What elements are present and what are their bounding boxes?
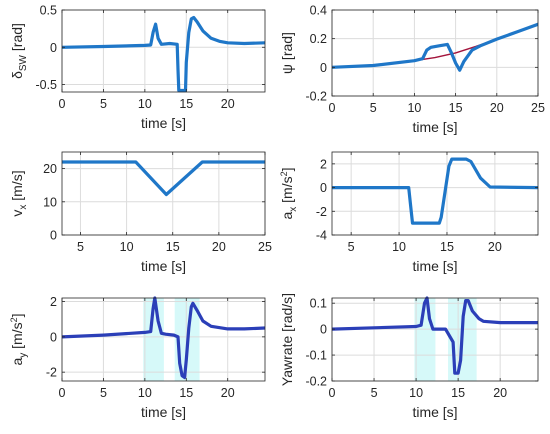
y-tick-label: -4 — [316, 229, 327, 243]
x-tick-label: 20 — [221, 97, 235, 111]
x-tick-label: 15 — [451, 386, 465, 400]
x-tick-label: 0 — [329, 386, 336, 400]
y-tick-label: -0.1 — [305, 349, 327, 363]
x-tick-label: 5 — [100, 386, 107, 400]
y-axis-label: δSW [rad] — [9, 23, 29, 79]
x-axis-label: time [s] — [141, 258, 186, 274]
y-axis-label: Yawrate [rad/s] — [279, 293, 295, 386]
y-tick-label: 10 — [43, 195, 57, 209]
series-line-0 — [62, 296, 265, 380]
x-tick-label: 15 — [179, 97, 193, 111]
chart-panel-ax: 5 10 15 20 -4 -2 0 2 time [s] ax [m/s2] — [279, 151, 539, 274]
y-tick-label: 2 — [320, 157, 327, 171]
axes-box — [61, 297, 266, 382]
x-tick-label: 5 — [370, 101, 377, 115]
chart-panel-yawrate: 0 5 10 15 20 -0.2 -0.1 0 0.1 time [s] Yawrate [rad… — [279, 293, 539, 420]
x-tick-label: 20 — [488, 240, 502, 254]
y-tick-label: 0 — [50, 330, 57, 344]
axes-box — [331, 297, 539, 382]
x-tick-label: 10 — [392, 240, 406, 254]
y-axis-label: ay [m/s2] — [9, 313, 29, 365]
x-tick-label: 20 — [493, 386, 507, 400]
x-tick-label: 0 — [59, 386, 66, 400]
x-tick-label: 20 — [221, 386, 235, 400]
x-axis-label: time [s] — [412, 404, 457, 420]
series-line-0 — [332, 296, 538, 375]
y-tick-label: 0.5 — [40, 4, 57, 18]
series-line-0 — [62, 160, 265, 197]
x-axis-label: time [s] — [141, 404, 186, 420]
x-tick-label: 5 — [77, 240, 84, 254]
x-tick-label: 10 — [407, 101, 421, 115]
axes-box — [61, 151, 266, 236]
x-tick-label: 25 — [258, 240, 272, 254]
x-tick-label: 20 — [490, 101, 504, 115]
plot-area — [332, 10, 538, 96]
y-tick-label: 0.4 — [310, 4, 327, 18]
y-tick-label: 0.1 — [310, 297, 327, 311]
x-tick-label: 20 — [212, 240, 226, 254]
x-tick-label: 15 — [440, 240, 454, 254]
series-line-0 — [332, 157, 538, 225]
y-tick-label: -2 — [46, 366, 57, 380]
y-axis-label: vx [m/s] — [9, 170, 29, 216]
axes-box — [61, 9, 266, 93]
y-axis-label: ψ [rad] — [279, 32, 295, 74]
y-tick-label: 0 — [320, 61, 327, 75]
y-tick-label: -0.5 — [35, 78, 57, 92]
x-tick-label: 0 — [59, 97, 66, 111]
axes-box — [331, 9, 539, 97]
x-tick-label: 15 — [449, 101, 463, 115]
plot-area — [62, 10, 265, 92]
y-tick-label: 0 — [320, 181, 327, 195]
x-tick-label: 5 — [371, 386, 378, 400]
y-tick-label: 0 — [50, 229, 57, 243]
x-tick-label: 10 — [138, 386, 152, 400]
plot-area — [332, 152, 538, 235]
y-tick-label: 0 — [50, 41, 57, 55]
x-tick-label: 0 — [329, 101, 336, 115]
y-tick-label: -0.2 — [305, 375, 327, 389]
x-axis-label: time [s] — [141, 115, 186, 131]
y-tick-label: -2 — [316, 205, 327, 219]
x-tick-label: 10 — [409, 386, 423, 400]
x-tick-label: 10 — [120, 240, 134, 254]
x-tick-label: 10 — [138, 97, 152, 111]
y-tick-label: 20 — [43, 162, 57, 176]
x-tick-label: 5 — [348, 240, 355, 254]
y-tick-label: 2 — [50, 295, 57, 309]
x-tick-label: 15 — [166, 240, 180, 254]
x-tick-label: 25 — [531, 101, 545, 115]
y-tick-label: -0.2 — [305, 90, 327, 104]
x-tick-label: 5 — [100, 97, 107, 111]
series-line-1 — [332, 22, 538, 72]
x-axis-label: time [s] — [412, 119, 457, 135]
y-axis-label: ax [m/s2] — [279, 167, 299, 219]
x-tick-label: 15 — [179, 386, 193, 400]
axes-box — [331, 151, 539, 236]
y-tick-label: 0 — [320, 323, 327, 337]
y-tick-label: 0.2 — [310, 32, 327, 46]
chart-panel-vx: 5 10 15 20 25 0 10 20 time [s] vx [m/s] — [9, 151, 272, 274]
series-line-0 — [62, 15, 265, 93]
x-axis-label: time [s] — [412, 258, 457, 274]
